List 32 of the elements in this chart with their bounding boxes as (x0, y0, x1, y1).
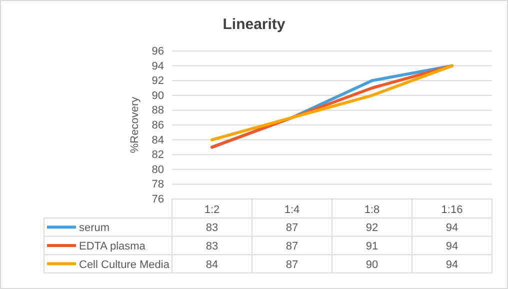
data-label: 87 (286, 222, 298, 234)
legend-label: EDTA plasma (79, 240, 146, 252)
data-label: 92 (366, 222, 378, 234)
data-label: 83 (206, 240, 218, 252)
x-tick-label: 1:8 (364, 204, 380, 216)
x-tick-label: 1:2 (204, 204, 220, 216)
data-label: 91 (366, 240, 378, 252)
data-label: 94 (446, 222, 458, 234)
data-label: 83 (206, 222, 218, 234)
y-tick-label: 88 (152, 104, 164, 117)
y-tick-label: 84 (152, 134, 164, 146)
x-tick-label: 1:4 (284, 204, 300, 216)
y-tick-label: 96 (152, 46, 164, 58)
data-label: 90 (366, 258, 378, 271)
data-label: 87 (286, 240, 298, 252)
legend-label: serum (79, 222, 110, 234)
data-label: 94 (446, 240, 458, 252)
y-tick-label: 92 (152, 75, 164, 88)
y-tick-label: 82 (152, 149, 164, 162)
y-tick-label: 94 (152, 60, 164, 72)
y-axis-title: %Recovery (129, 96, 141, 154)
y-tick-label: 86 (152, 120, 164, 132)
x-tick-label: 1:16 (441, 204, 463, 216)
y-tick-label: 78 (152, 178, 164, 191)
legend-label: Cell Culture Media (79, 258, 170, 271)
data-label: 87 (286, 258, 298, 271)
y-tick-label: 80 (152, 164, 164, 176)
data-label: 84 (206, 258, 218, 271)
y-tick-label: 90 (152, 90, 164, 102)
data-label: 94 (446, 258, 458, 271)
y-tick-label: 76 (152, 194, 164, 206)
chart-title: Linearity (222, 16, 286, 33)
